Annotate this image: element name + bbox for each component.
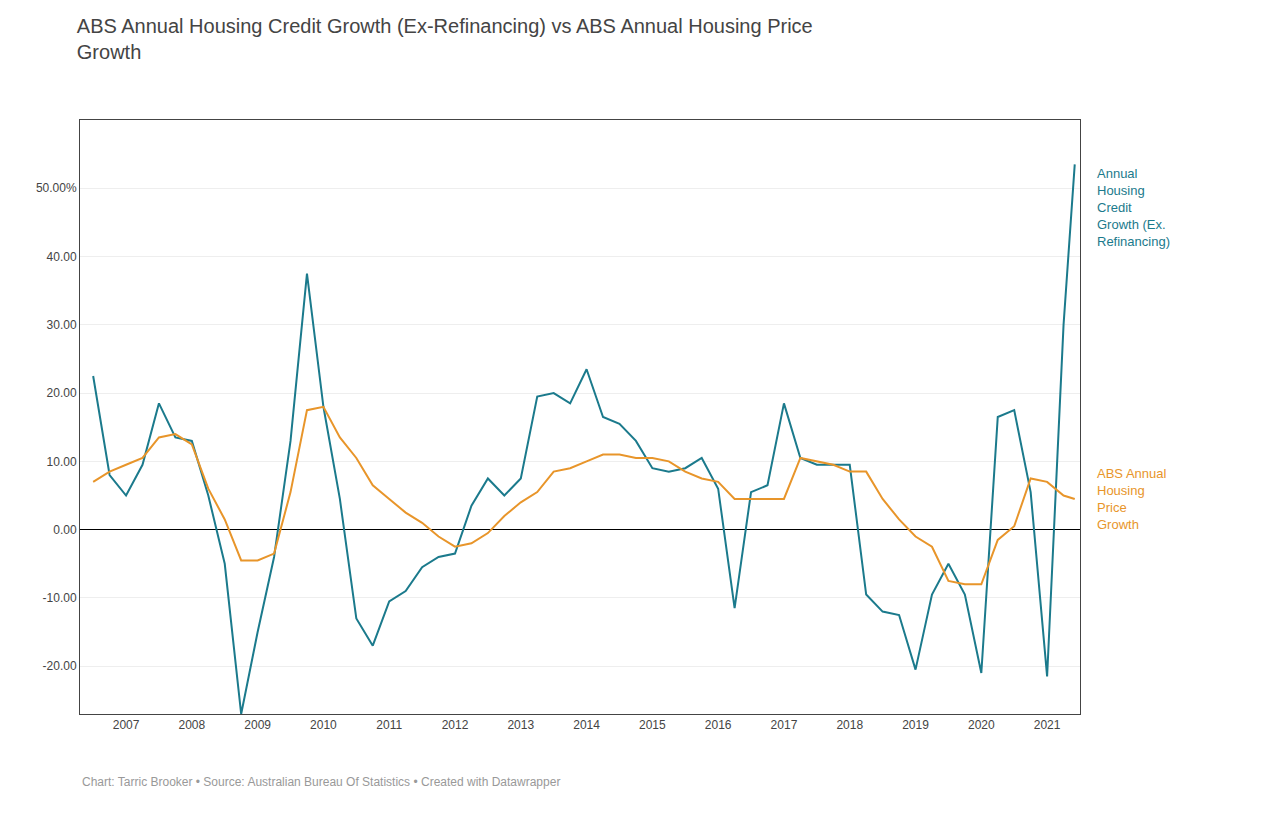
- svg-text:ABS AnnualHousingPriceGrowth: ABS AnnualHousingPriceGrowth: [1097, 466, 1166, 532]
- svg-text:2018: 2018: [836, 718, 863, 732]
- svg-text:2013: 2013: [507, 718, 534, 732]
- svg-text:2007: 2007: [113, 718, 140, 732]
- svg-text:2008: 2008: [178, 718, 205, 732]
- svg-text:2020: 2020: [968, 718, 995, 732]
- svg-text:2012: 2012: [442, 718, 469, 732]
- svg-text:40.00: 40.00: [47, 250, 77, 264]
- svg-text:2016: 2016: [705, 718, 732, 732]
- svg-text:AnnualHousingCreditGrowth (Ex.: AnnualHousingCreditGrowth (Ex.Refinancin…: [1097, 166, 1170, 249]
- svg-text:2015: 2015: [639, 718, 666, 732]
- svg-text:2019: 2019: [902, 718, 929, 732]
- svg-text:2017: 2017: [771, 718, 798, 732]
- svg-text:2009: 2009: [244, 718, 271, 732]
- svg-text:2011: 2011: [376, 718, 402, 732]
- svg-text:0.00: 0.00: [53, 523, 77, 537]
- svg-text:20.00: 20.00: [47, 386, 77, 400]
- svg-text:2010: 2010: [310, 718, 337, 732]
- svg-text:50.00%: 50.00%: [36, 181, 77, 195]
- svg-text:Chart: Tarric Brooker • Source: Chart: Tarric Brooker • Source: Australi…: [82, 775, 560, 789]
- svg-text:ABS Annual Housing Credit Grow: ABS Annual Housing Credit Growth (Ex-Ref…: [77, 15, 813, 63]
- svg-text:-10.00: -10.00: [43, 591, 77, 605]
- svg-text:2021: 2021: [1034, 718, 1061, 732]
- svg-text:-20.00: -20.00: [43, 659, 77, 673]
- svg-text:30.00: 30.00: [47, 318, 77, 332]
- svg-text:10.00: 10.00: [47, 455, 77, 469]
- svg-text:2014: 2014: [573, 718, 600, 732]
